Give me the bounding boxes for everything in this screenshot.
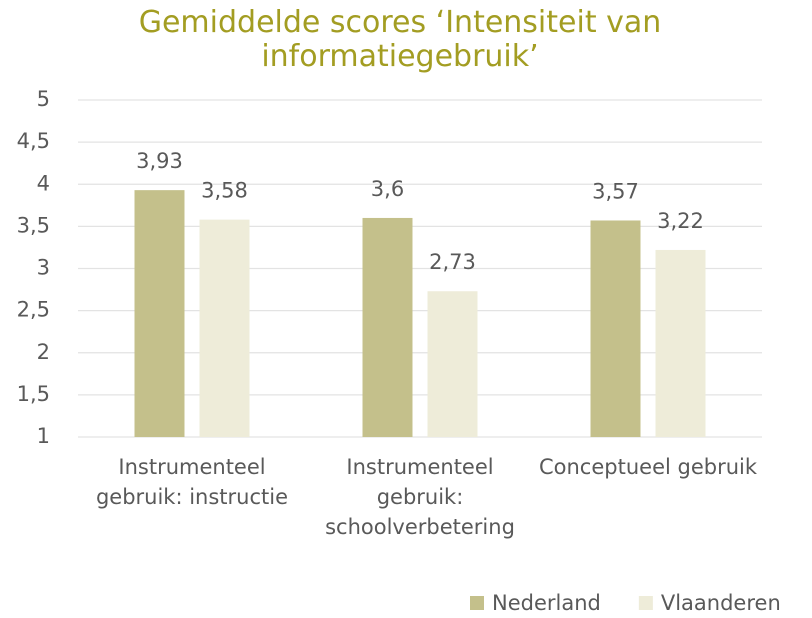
legend-label: Vlaanderen <box>661 591 781 615</box>
legend-swatch <box>638 596 653 610</box>
value-label: 3,93 <box>136 149 183 173</box>
bar <box>362 217 413 437</box>
y-tick-label: 3 <box>37 256 50 280</box>
value-label: 2,73 <box>429 250 476 274</box>
y-tick-label: 3,5 <box>17 213 50 237</box>
bar <box>655 249 706 437</box>
y-tick-label: 2 <box>37 340 50 364</box>
y-tick-label: 1,5 <box>17 382 50 406</box>
x-tick-label: Instrumenteel gebruik: schoolverbetering <box>325 455 515 539</box>
y-tick-label: 1 <box>37 424 50 448</box>
legend-swatch <box>470 596 484 610</box>
x-tick-label: Conceptueel gebruik <box>538 455 758 479</box>
y-tick-label: 5 <box>37 87 50 111</box>
y-tick-label: 4 <box>37 171 50 195</box>
bar <box>590 220 641 437</box>
chart-title: Gemiddelde scores ‘Intensiteit van infor… <box>138 5 662 74</box>
bar <box>134 190 185 437</box>
value-label: 3,57 <box>592 179 639 203</box>
y-tick-label: 2,5 <box>17 298 50 322</box>
value-label: 3,6 <box>371 177 404 201</box>
value-label: 3,58 <box>201 179 248 203</box>
y-tick-label: 4,5 <box>17 129 50 153</box>
bar <box>427 291 478 437</box>
bar <box>199 219 250 437</box>
legend-label: Nederland <box>492 591 601 615</box>
x-tick-label: Instrumenteel gebruik: instructie <box>95 455 289 509</box>
value-label: 3,22 <box>657 209 704 233</box>
